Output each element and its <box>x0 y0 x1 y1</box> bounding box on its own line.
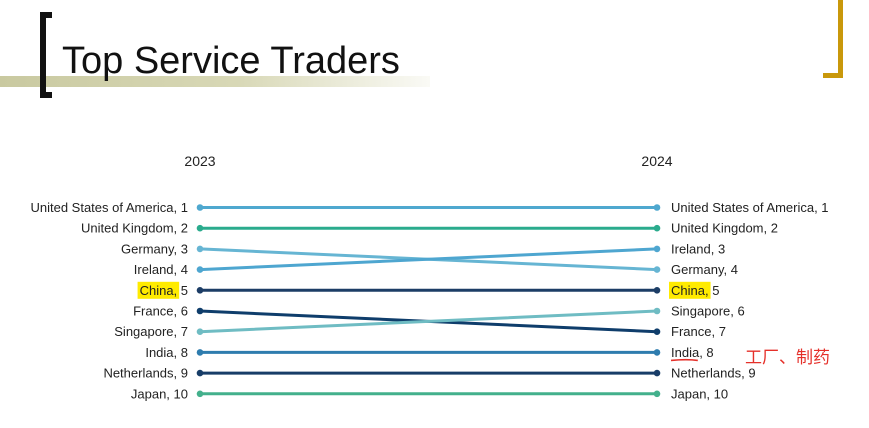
label-right-8: Netherlands, 9 <box>671 366 756 381</box>
point-right-7 <box>653 349 661 356</box>
point-left-8 <box>196 369 204 377</box>
point-right-4 <box>653 287 661 294</box>
point-right-3 <box>653 245 661 253</box>
label-left-5: France, 6 <box>133 304 188 319</box>
left-bracket-decoration <box>40 12 52 98</box>
point-right-0 <box>653 204 661 211</box>
series-line-3 <box>198 247 659 272</box>
point-left-1 <box>196 224 204 232</box>
point-right-1 <box>653 224 661 232</box>
right-bracket-decoration <box>823 0 843 78</box>
year-label-right: 2024 <box>641 153 672 169</box>
series-line-6 <box>198 309 659 334</box>
label-left-2: Germany, 3 <box>121 241 188 256</box>
point-left-5 <box>196 307 204 315</box>
label-left-9: Japan, 10 <box>131 386 188 401</box>
label-right-3: Ireland, 3 <box>671 241 725 256</box>
point-left-3 <box>196 266 204 273</box>
label-left-6: Singapore, 7 <box>114 324 188 339</box>
label-right-0: United States of America, 1 <box>671 200 829 215</box>
label-left-4: China, 5 <box>140 283 188 298</box>
label-right-2: Germany, 4 <box>671 262 738 277</box>
point-left-7 <box>196 349 204 356</box>
label-right-4: China, 5 <box>671 283 719 298</box>
label-left-8: Netherlands, 9 <box>103 366 188 381</box>
label-left-1: United Kingdom, 2 <box>81 221 188 236</box>
label-left-3: Ireland, 4 <box>134 262 188 277</box>
point-right-6 <box>653 307 661 315</box>
point-right-8 <box>653 369 661 377</box>
underline-india <box>670 358 698 362</box>
annotation-text: 工厂、制药 <box>745 348 830 368</box>
title-accent-bar <box>0 76 430 87</box>
label-right-9: Japan, 10 <box>671 386 728 401</box>
label-left-7: India, 8 <box>145 345 188 360</box>
label-right-7: India, 8 <box>671 345 714 360</box>
label-left-0: United States of America, 1 <box>30 200 188 215</box>
label-right-1: United Kingdom, 2 <box>671 221 778 236</box>
point-left-4 <box>196 287 204 294</box>
point-right-9 <box>653 390 661 398</box>
point-right-2 <box>653 266 661 273</box>
point-right-5 <box>653 328 661 336</box>
point-left-0 <box>196 204 204 211</box>
year-label-left: 2023 <box>184 153 215 169</box>
page-title: Top Service Traders <box>62 40 400 82</box>
label-right-6: Singapore, 6 <box>671 304 745 319</box>
highlight-left <box>137 281 180 299</box>
point-left-6 <box>196 328 204 336</box>
highlight-right <box>669 281 711 299</box>
label-right-5: France, 7 <box>671 324 726 339</box>
point-left-2 <box>196 245 204 253</box>
point-left-9 <box>196 390 204 398</box>
